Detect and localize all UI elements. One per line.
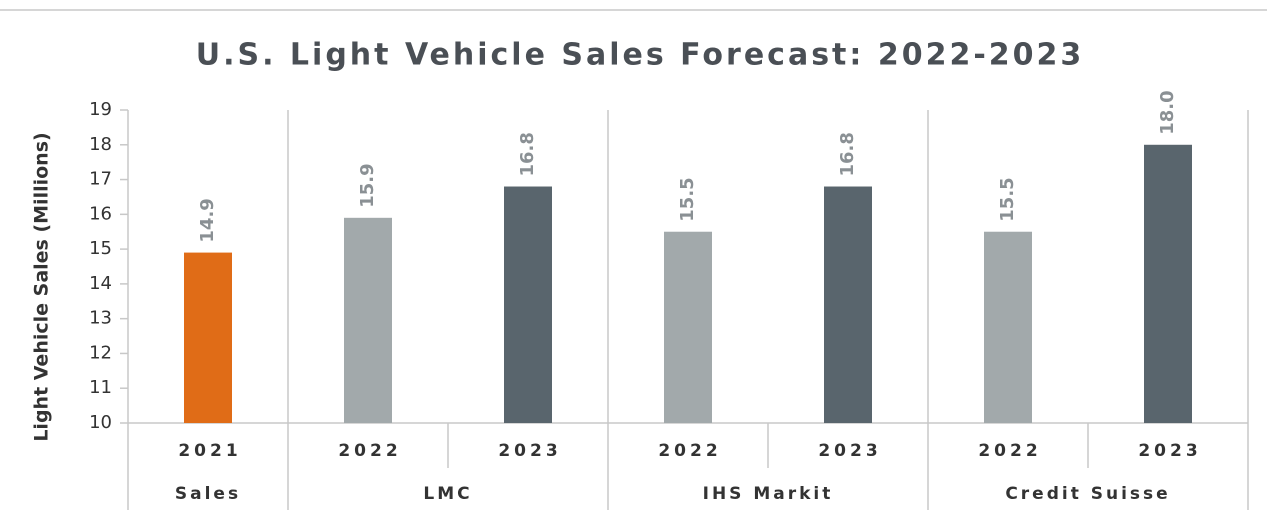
bar: [344, 217, 392, 423]
y-tick-label: 15: [89, 238, 112, 259]
y-axis-label: Light Vehicle Sales (Millions): [31, 132, 53, 441]
value-label: 15.5: [677, 177, 698, 221]
y-tick-label: 18: [89, 134, 112, 155]
value-label: 16.8: [837, 132, 858, 176]
x-tick-label: 2021: [178, 441, 241, 461]
group-label: Credit Suisse: [1005, 484, 1170, 504]
y-tick-label: 16: [89, 203, 112, 224]
value-label: 15.9: [357, 163, 378, 207]
x-tick-label: 2022: [338, 441, 401, 461]
y-tick-label: 19: [89, 99, 112, 120]
group-label: Sales: [175, 484, 241, 504]
group-label: IHS Markit: [703, 484, 834, 504]
y-tick-label: 12: [89, 342, 112, 363]
y-tick-label: 17: [89, 169, 112, 190]
bar: [824, 186, 872, 423]
value-label: 16.8: [517, 132, 538, 176]
value-label: 18.0: [1157, 90, 1178, 134]
x-tick-label: 2022: [658, 441, 721, 461]
group-label: LMC: [423, 484, 472, 504]
bar: [1144, 144, 1192, 423]
y-tick-label: 11: [89, 377, 112, 398]
y-tick-label: 14: [89, 273, 112, 294]
x-tick-label: 2023: [498, 441, 561, 461]
y-tick-label: 10: [89, 412, 112, 433]
x-tick-label: 2022: [978, 441, 1041, 461]
y-tick-label: 13: [89, 308, 112, 329]
value-label: 14.9: [197, 198, 218, 242]
bar: [984, 231, 1032, 423]
chart-title: U.S. Light Vehicle Sales Forecast: 2022-…: [196, 38, 1085, 73]
x-tick-label: 2023: [818, 441, 881, 461]
value-label: 15.5: [997, 177, 1018, 221]
bar: [504, 186, 552, 423]
x-tick-label: 2023: [1138, 441, 1201, 461]
bar: [664, 231, 712, 423]
bar: [184, 252, 232, 423]
